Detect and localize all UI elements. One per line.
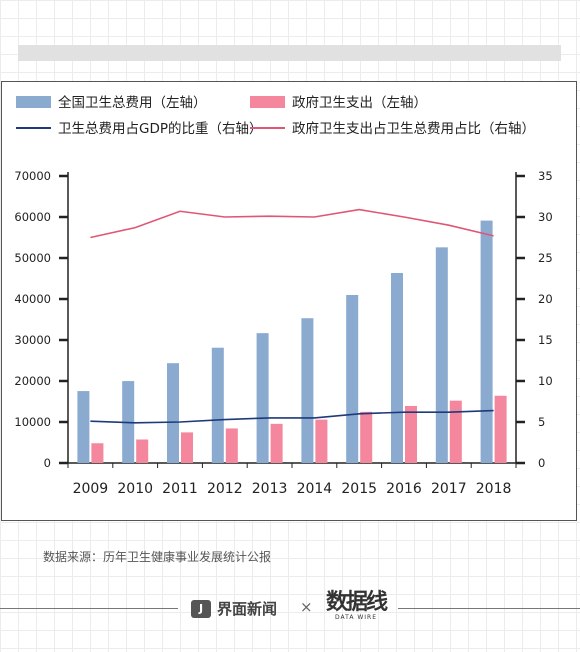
bar-total-health-expenditure — [391, 272, 403, 463]
legend-swatch — [250, 96, 285, 108]
chart-svg: 全国卫生总费用（左轴） 政府卫生支出（左轴） 卫生总费用占GDP的比重（右轴） 政府卫… — [14, 94, 553, 497]
y-right-tick-label: 10 — [538, 374, 553, 388]
y-left-tick-label: 50000 — [14, 251, 51, 265]
bar-total-health-expenditure — [346, 295, 359, 463]
bar-government-health-expenditure — [181, 432, 193, 463]
data-source-note: 数据来源：历年卫生健康事业发展统计公报 — [43, 550, 272, 564]
y-left-tick-label: 30000 — [14, 333, 51, 347]
y-right-tick-label: 0 — [538, 456, 545, 470]
bar-total-health-expenditure — [167, 363, 179, 463]
bar-total-health-expenditure — [480, 220, 493, 463]
bar-government-health-expenditure — [449, 400, 462, 463]
y-left-tick-label: 20000 — [14, 374, 51, 388]
bar-government-health-expenditure — [270, 423, 283, 463]
y-right-tick-label: 5 — [538, 415, 545, 429]
footer-divider-right — [398, 608, 580, 609]
data-wire-logo: 数据线 DATA WIRE — [320, 590, 392, 622]
legend-label: 卫生总费用占GDP的比重（右轴） — [58, 121, 263, 137]
y-left-tick-label: 60000 — [14, 210, 51, 224]
x-tick-label: 2017 — [431, 481, 467, 497]
y-left-tick-label: 10000 — [14, 415, 51, 429]
bar-total-health-expenditure — [256, 333, 269, 463]
bar-government-health-expenditure — [225, 428, 238, 463]
bar-government-health-expenditure — [91, 443, 104, 463]
y-left-tick-label: 40000 — [14, 292, 51, 306]
jiemian-logo: J 界面新闻 — [191, 598, 277, 619]
collab-separator: × — [300, 598, 313, 616]
bar-government-health-expenditure — [315, 419, 328, 463]
bar-government-health-expenditure — [494, 395, 507, 463]
jiemian-logo-text: 界面新闻 — [217, 600, 278, 618]
x-tick-label: 2016 — [386, 481, 422, 497]
x-tick-label: 2018 — [476, 481, 512, 497]
legend-swatch — [16, 96, 51, 108]
x-tick-label: 2010 — [117, 481, 153, 497]
bar-total-health-expenditure — [77, 391, 90, 463]
jiemian-logo-icon: J — [191, 599, 211, 618]
x-tick-label: 2012 — [207, 481, 243, 497]
bar-government-health-expenditure — [405, 405, 417, 463]
y-right-tick-label: 20 — [538, 292, 553, 306]
bar-total-health-expenditure — [211, 347, 224, 463]
y-left-tick-label: 0 — [44, 456, 51, 470]
footer-divider-left — [0, 608, 178, 609]
x-tick-label: 2013 — [252, 481, 288, 497]
bar-government-health-expenditure — [360, 411, 373, 463]
x-tick-label: 2011 — [162, 481, 198, 497]
bar-government-health-expenditure — [136, 439, 149, 463]
data-wire-logo-text: 数据线 — [325, 589, 388, 615]
y-left-tick-label: 70000 — [14, 169, 51, 183]
legend-label: 政府卫生支出（左轴） — [292, 95, 427, 111]
y-right-tick-label: 25 — [538, 251, 553, 265]
y-right-tick-label: 30 — [538, 210, 553, 224]
line-share-of-gdp — [90, 409, 494, 424]
x-tick-label: 2015 — [341, 481, 377, 497]
legend-label: 政府卫生支出占卫生总费用占比（右轴） — [292, 121, 535, 137]
x-tick-label: 2009 — [73, 481, 109, 497]
y-right-tick-label: 15 — [538, 333, 553, 347]
data-wire-logo-subtext: DATA WIRE — [334, 614, 378, 621]
legend-label: 全国卫生总费用（左轴） — [58, 94, 207, 111]
bar-total-health-expenditure — [301, 318, 314, 463]
top-banner-bar — [18, 45, 561, 61]
y-right-tick-label: 35 — [538, 169, 553, 183]
chart-panel: 全国卫生总费用（左轴） 政府卫生支出（左轴） 卫生总费用占GDP的比重（右轴） 政府卫… — [1, 81, 577, 521]
line-government-share — [90, 208, 494, 239]
bar-total-health-expenditure — [435, 247, 448, 463]
x-tick-label: 2014 — [297, 481, 333, 497]
